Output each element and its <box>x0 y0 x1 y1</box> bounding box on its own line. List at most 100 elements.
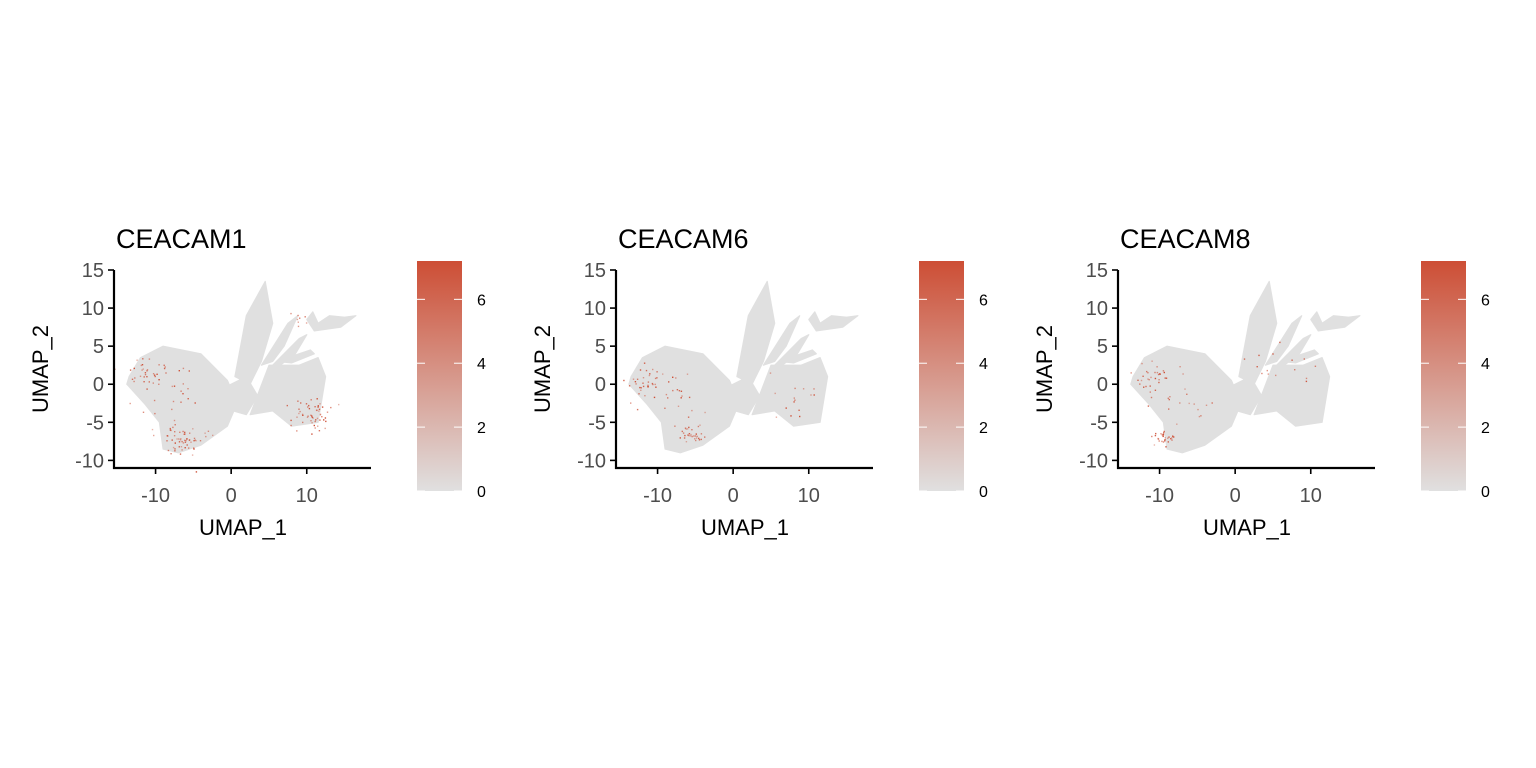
cell-point <box>148 358 151 360</box>
cell-point <box>695 439 697 442</box>
cell-point <box>129 369 132 371</box>
cell-point <box>640 387 642 389</box>
cell-point <box>324 427 326 430</box>
cell-point <box>683 437 686 439</box>
cell-point <box>1168 398 1170 401</box>
cell-point <box>316 417 319 420</box>
cell-point <box>167 449 170 452</box>
umap-panel: CEACAM8 -10 0 10 -10 -5 0 5 10 15 UMAP_1 UMAP_2 0 2 4 6 <box>1032 224 1490 540</box>
cell-point <box>676 389 679 391</box>
cell-point <box>173 385 176 387</box>
cell-point <box>153 434 155 437</box>
cell-point <box>148 381 150 383</box>
cell-point <box>296 318 299 321</box>
cell-point <box>1157 438 1160 440</box>
cell-point <box>1279 341 1281 344</box>
cell-point <box>1171 439 1173 441</box>
expressing-cells <box>623 362 815 443</box>
cell-cluster <box>275 349 315 364</box>
cell-point <box>1291 359 1293 361</box>
cell-point <box>304 316 306 318</box>
cell-point <box>184 447 186 449</box>
cell-point <box>313 424 315 427</box>
cell-point <box>182 393 184 395</box>
cell-point <box>813 394 815 396</box>
y-tick-label: 15 <box>584 260 606 282</box>
color-bar <box>1421 261 1466 491</box>
cell-cluster <box>1264 315 1303 366</box>
cell-point <box>184 439 186 442</box>
y-tick-label: 0 <box>1097 374 1108 396</box>
cell-point <box>307 415 309 417</box>
cell-point <box>674 425 676 427</box>
cell-point <box>694 435 696 437</box>
cell-point <box>688 396 691 399</box>
cell-point <box>635 383 637 385</box>
cell-point <box>639 369 642 371</box>
legend-tick-label: 6 <box>1481 292 1490 309</box>
cell-point <box>677 405 680 407</box>
cell-point <box>180 438 182 440</box>
cell-point <box>143 376 145 378</box>
cell-point <box>678 390 681 392</box>
cell-point <box>317 425 319 427</box>
cell-point <box>1146 370 1148 373</box>
legend-tick-label: 2 <box>1481 420 1490 437</box>
cell-point <box>704 411 706 414</box>
y-tick-label: 15 <box>1086 260 1108 282</box>
y-tick-label: -5 <box>1090 412 1108 434</box>
cell-point <box>684 434 686 437</box>
cell-point <box>170 453 172 455</box>
cell-point <box>310 414 312 416</box>
cell-point <box>1258 354 1260 357</box>
cell-point <box>647 381 650 383</box>
cell-point <box>697 425 700 428</box>
cell-point <box>623 379 625 382</box>
cell-cluster <box>260 315 299 366</box>
cell-point <box>704 436 706 438</box>
cell-point <box>680 390 683 392</box>
cell-point <box>665 393 668 396</box>
cell-point <box>1197 408 1199 411</box>
cell-point <box>152 373 155 375</box>
cell-point <box>286 404 288 407</box>
legend-tick-label: 0 <box>979 484 988 501</box>
cell-point <box>146 370 148 372</box>
y-tick-label: -10 <box>75 450 104 472</box>
cell-point <box>317 406 319 408</box>
cell-point <box>158 379 160 381</box>
cell-point <box>649 373 651 375</box>
cell-point <box>642 385 645 388</box>
cell-point <box>645 369 648 372</box>
cell-point <box>652 383 654 386</box>
umap-panel: CEACAM1 -10 0 10 -10 -5 0 5 10 15 UMAP_1 UMAP_2 0 2 4 6 <box>28 224 486 540</box>
cell-point <box>1211 402 1213 404</box>
cell-point <box>181 440 183 443</box>
cell-point <box>212 434 214 437</box>
cell-point <box>129 402 131 405</box>
cell-point <box>163 367 166 370</box>
cell-point <box>688 435 690 437</box>
cell-point <box>638 393 640 395</box>
cell-point <box>1141 362 1143 365</box>
cell-point <box>1261 372 1263 375</box>
cell-point <box>186 438 188 440</box>
x-axis-label: UMAP_1 <box>701 515 789 540</box>
legend-tick-label: 2 <box>477 420 486 437</box>
cell-point <box>173 435 176 437</box>
cell-cluster <box>762 315 801 366</box>
cell-point <box>1272 353 1274 355</box>
cell-point <box>193 448 195 450</box>
cell-point <box>301 413 304 415</box>
y-axis-label: UMAP_2 <box>530 325 555 413</box>
cell-point <box>290 424 292 427</box>
cell-point <box>695 433 697 435</box>
cell-point <box>199 440 202 442</box>
cell-point <box>136 359 138 361</box>
legend-tick-label: 4 <box>979 356 988 373</box>
cell-point <box>318 408 321 411</box>
cell-point <box>164 366 166 368</box>
cell-point <box>802 388 805 390</box>
cell-point <box>181 449 183 451</box>
cell-point <box>1179 366 1181 368</box>
